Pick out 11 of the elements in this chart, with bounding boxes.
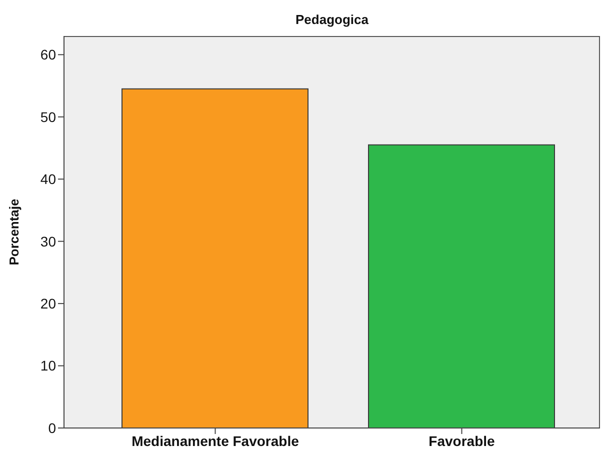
y-axis-title: Porcentaje bbox=[6, 198, 22, 266]
y-tick-label: 30 bbox=[40, 233, 56, 250]
x-tick-label: Favorable bbox=[428, 432, 496, 449]
y-tick-label: 0 bbox=[48, 420, 56, 436]
y-tick-label: 10 bbox=[40, 358, 56, 374]
y-tick-label: 20 bbox=[40, 296, 56, 312]
x-tick-label: Medianamente Favorable bbox=[132, 432, 300, 449]
y-tick-label: 40 bbox=[40, 171, 56, 188]
chart-title: Pedagogica bbox=[294, 12, 370, 27]
y-tick-label: 50 bbox=[40, 108, 56, 125]
y-tick-label: 60 bbox=[40, 46, 56, 63]
